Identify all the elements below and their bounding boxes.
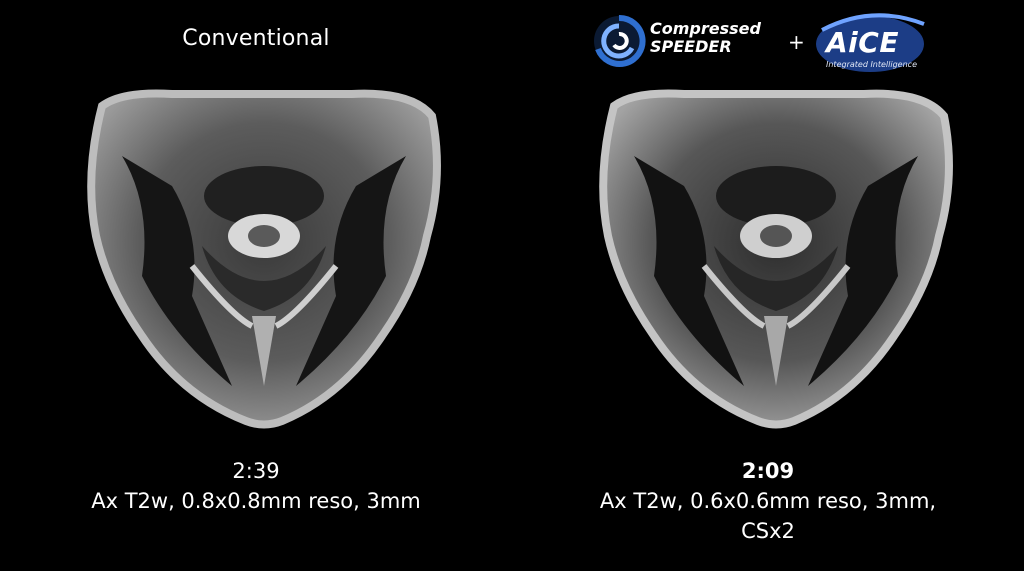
aice-tagline: Integrated Intelligence — [826, 60, 917, 69]
scan-params-compressed-line2: CSx2 — [741, 519, 795, 543]
compressed-speeder-logo: Compressed SPEEDER — [592, 10, 782, 74]
logo-bar: Compressed SPEEDER + AiCE Integrated Int… — [592, 10, 1012, 74]
aice-logo: AiCE Integrated Intelligence — [812, 10, 932, 74]
scan-params-compressed-line1: Ax T2w, 0.6x0.6mm reso, 3mm, — [599, 489, 937, 513]
conventional-caption: 2:39 Ax T2w, 0.8x0.8mm reso, 3mm — [0, 456, 512, 516]
scan-params-conventional: Ax T2w, 0.8x0.8mm reso, 3mm — [91, 489, 421, 513]
aice-swoosh-icon — [816, 13, 925, 72]
conventional-heading: Conventional — [182, 26, 330, 51]
compressed-speeder-wordmark: Compressed SPEEDER — [650, 20, 761, 56]
swirl-logo-icon — [594, 14, 646, 67]
plus-sign: + — [788, 30, 805, 54]
conventional-panel: Conventional 2:39 Ax T2w, 0.8x0.8mm reso… — [0, 26, 512, 516]
compressed-panel: Compressed SPEEDER + AiCE Integrated Int… — [512, 0, 1024, 571]
scan-time-compressed: 2:09 — [741, 459, 795, 483]
mri-scan-compressed — [599, 89, 953, 429]
compressed-text: Compressed — [650, 19, 761, 38]
scan-time-conventional: 2:39 — [232, 459, 280, 483]
mri-scan-conventional — [87, 89, 441, 429]
compressed-caption: 2:09 Ax T2w, 0.6x0.6mm reso, 3mm, CSx2 — [512, 456, 1024, 546]
aice-wordmark: AiCE — [826, 26, 899, 59]
speeder-text: SPEEDER — [650, 37, 732, 56]
